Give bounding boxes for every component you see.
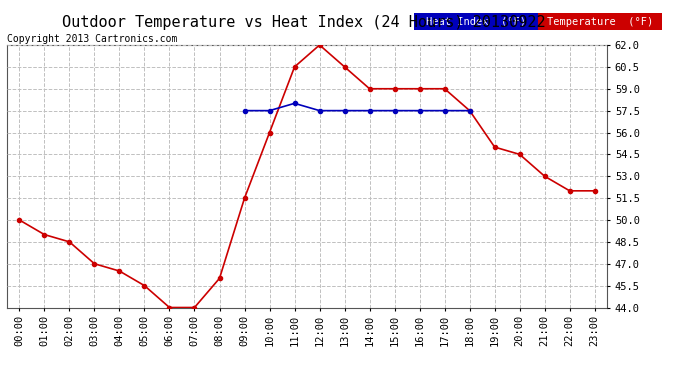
Text: Outdoor Temperature vs Heat Index (24 Hours) 20130922: Outdoor Temperature vs Heat Index (24 Ho…	[62, 15, 545, 30]
Text: Copyright 2013 Cartronics.com: Copyright 2013 Cartronics.com	[7, 34, 177, 44]
Text: Temperature  (°F): Temperature (°F)	[547, 16, 653, 27]
Text: Heat Index  (°F): Heat Index (°F)	[426, 16, 526, 27]
